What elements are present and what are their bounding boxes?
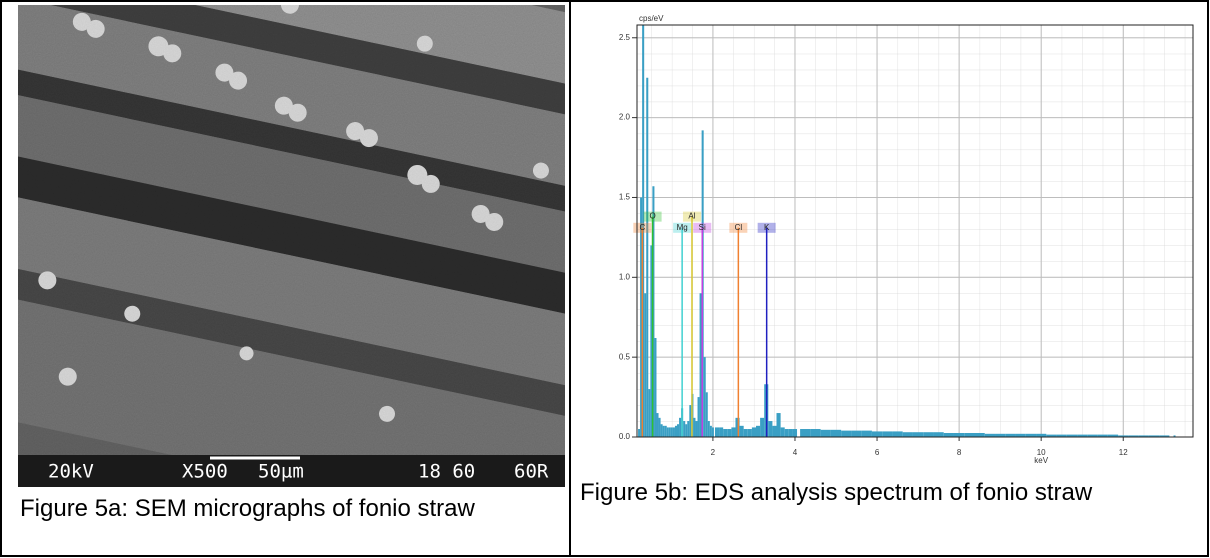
x-tick-label: 8 [957,448,962,457]
element-label: Mg [677,223,688,232]
caption-b: Figure 5b: EDS analysis spectrum of foni… [580,479,1093,506]
sem-scale: 50µm [258,461,304,483]
element-label: O [649,212,655,221]
element-label: Si [699,223,706,232]
x-tick-label: 6 [875,448,880,457]
y-tick-label: 2.0 [619,113,631,122]
element-label-box [682,211,701,222]
element-label-box [693,222,712,233]
sem-id: 60R [514,461,549,483]
element-label-box [673,222,692,233]
x-tick-label: 4 [793,448,798,457]
element-label-box [757,222,776,233]
element-label: C [639,223,645,232]
element-label: Cl [735,223,743,232]
element-label-box [643,211,662,222]
y-tick-label: 0.0 [619,432,631,441]
x-tick-label: 2 [711,448,716,457]
y-tick-label: 2.5 [619,33,631,42]
sem-image [18,5,565,487]
y-axis-label: cps/eV [639,14,664,23]
plot-frame [636,24,1194,438]
x-tick-label: 12 [1119,448,1128,457]
caption-a: Figure 5a: SEM micrographs of fonio stra… [20,495,475,522]
y-tick-label: 1.5 [619,193,631,202]
element-label: Al [688,212,695,221]
element-label: K [764,223,770,232]
element-label-box [729,222,748,233]
minor-grid [637,25,1193,437]
sem-voltage: 20kV [48,461,94,483]
sem-magnification: X500 [182,461,228,483]
x-tick-label: 10 [1037,448,1046,457]
sem-code: 18 60 [418,461,475,483]
element-label-box [633,222,652,233]
x-axis-label: keV [1034,456,1048,465]
y-tick-label: 1.0 [619,272,631,281]
y-tick-label: 0.5 [619,352,631,361]
